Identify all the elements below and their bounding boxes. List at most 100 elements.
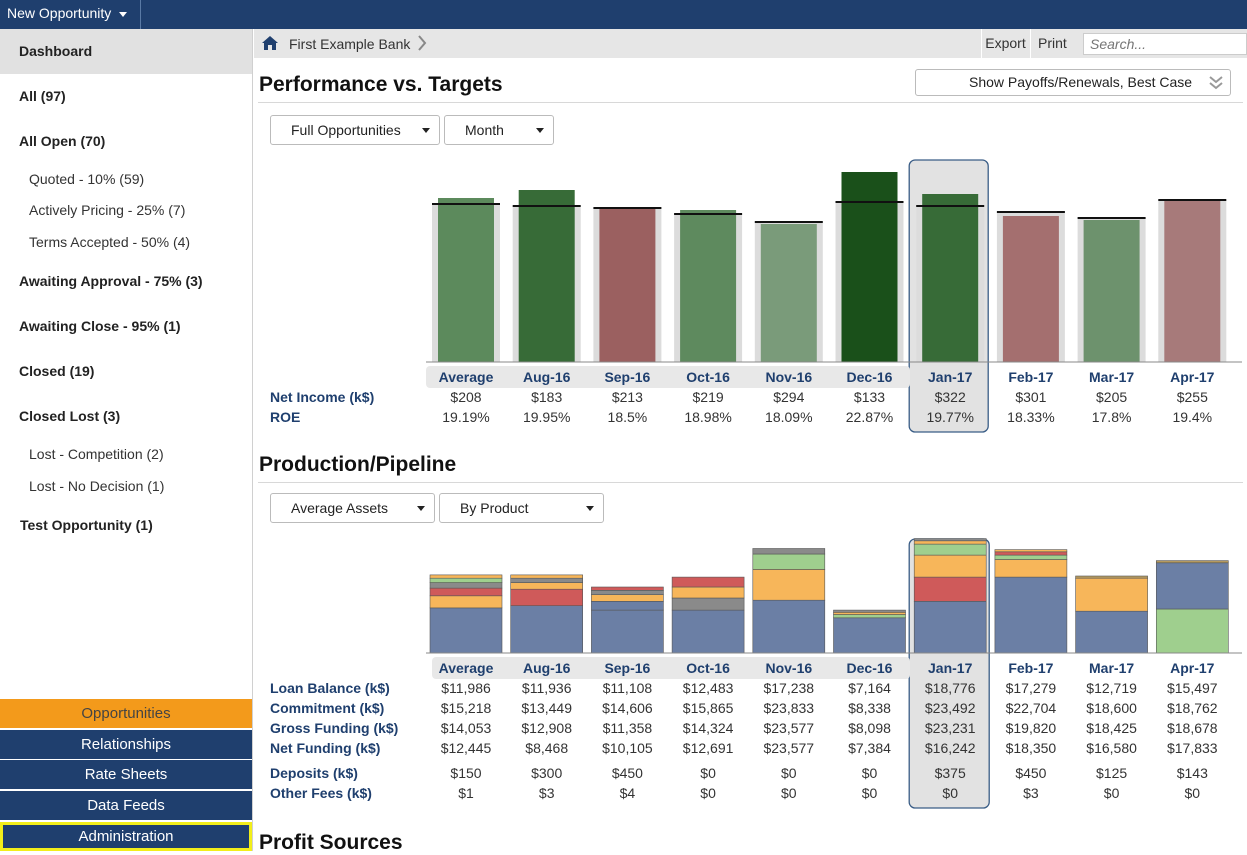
export-button[interactable]: Export xyxy=(981,29,1029,58)
home-icon[interactable] xyxy=(261,35,279,51)
performance-title: Performance vs. Targets xyxy=(259,73,503,96)
sidebar-item-awaiting-close[interactable]: Awaiting Close - 95% (1) xyxy=(19,318,181,334)
cell-other-fees-k: $3 xyxy=(539,785,555,801)
nav-administration-button[interactable]: Administration xyxy=(0,822,252,851)
stack-segment xyxy=(994,551,1068,556)
grouping-select[interactable]: By Product xyxy=(439,493,604,523)
row-label-gross-funding-k: Gross Funding (k$) xyxy=(270,720,398,736)
stack-segment xyxy=(994,576,1068,654)
stack-segment xyxy=(510,588,584,607)
sidebar-item-test-opportunity[interactable]: Test Opportunity (1) xyxy=(20,517,153,533)
cell-other-fees-k: $0 xyxy=(942,785,958,801)
cell-loan-balance-k: $17,279 xyxy=(1006,680,1057,696)
nav-opportunities-button[interactable]: Opportunities xyxy=(0,699,252,728)
cell-deposits-k: $143 xyxy=(1177,765,1208,781)
stack-segment xyxy=(833,617,906,654)
cell-roe: 18.5% xyxy=(608,409,648,425)
cell-commitment-k: $23,833 xyxy=(763,700,814,716)
stack-segment xyxy=(591,601,664,611)
cell-net-income-k: $213 xyxy=(612,389,643,405)
print-button[interactable]: Print xyxy=(1030,29,1078,58)
actual-bar xyxy=(1164,200,1221,362)
caret-down-icon xyxy=(422,128,430,133)
nav-rate-sheets-button[interactable]: Rate Sheets xyxy=(0,760,252,789)
sidebar-item-closed[interactable]: Closed (19) xyxy=(19,363,95,379)
cell-roe: 18.33% xyxy=(1007,409,1054,425)
row-label-net-funding-k: Net Funding (k$) xyxy=(270,740,380,756)
stack-segment xyxy=(1155,562,1229,610)
caret-down-icon xyxy=(586,506,594,511)
stack-segment xyxy=(671,609,745,654)
sidebar-item-lost-competition[interactable]: Lost - Competition (2) xyxy=(29,446,164,462)
stack-segment xyxy=(671,576,745,588)
cell-other-fees-k: $0 xyxy=(862,785,878,801)
stack-segment xyxy=(1155,560,1229,564)
sidebar-item-closed-lost[interactable]: Closed Lost (3) xyxy=(19,408,121,424)
cell-net-funding-k: $18,350 xyxy=(1006,740,1057,756)
nav-data-feeds-button[interactable]: Data Feeds xyxy=(0,791,252,820)
sidebar-item-actively-pricing[interactable]: Actively Pricing - 25% (7) xyxy=(29,202,186,218)
cell-loan-balance-k: $11,108 xyxy=(603,680,653,696)
sidebar-item-lost-no-decision[interactable]: Lost - No Decision (1) xyxy=(29,478,165,494)
cell-commitment-k: $14,606 xyxy=(602,700,653,716)
cell-deposits-k: $0 xyxy=(700,765,716,781)
cell-loan-balance-k: $7,164 xyxy=(848,680,891,696)
actual-bar xyxy=(760,224,817,362)
sidebar-item-all-open[interactable]: All Open (70) xyxy=(19,133,106,149)
breadcrumb: First Example Bank Export Print xyxy=(254,29,1247,58)
cell-other-fees-k: $3 xyxy=(1023,785,1039,801)
category-label: Oct-16 xyxy=(686,369,730,385)
performance-divider xyxy=(258,102,1243,103)
stack-segment xyxy=(1075,575,1148,579)
category-label: Apr-17 xyxy=(1170,660,1215,676)
stack-segment xyxy=(994,554,1068,560)
cell-net-funding-k: $16,242 xyxy=(925,740,976,756)
production-title: Production/Pipeline xyxy=(259,453,457,476)
stack-segment xyxy=(510,574,584,579)
category-label: Aug-16 xyxy=(523,660,571,676)
search-input[interactable] xyxy=(1083,33,1247,55)
sidebar-item-quoted[interactable]: Quoted - 10% (59) xyxy=(29,171,145,187)
actual-bar xyxy=(438,198,494,362)
cell-deposits-k: $300 xyxy=(531,765,562,781)
sidebar-item-all[interactable]: All (97) xyxy=(19,88,66,104)
cell-commitment-k: $15,865 xyxy=(683,700,734,716)
cell-deposits-k: $0 xyxy=(862,765,878,781)
breadcrumb-bank-link[interactable]: First Example Bank xyxy=(289,36,411,52)
stack-segment xyxy=(591,586,664,591)
new-opportunity-button[interactable]: New Opportunity xyxy=(0,0,141,29)
cell-loan-balance-k: $11,986 xyxy=(441,680,491,696)
cell-commitment-k: $13,449 xyxy=(521,700,572,716)
sidebar-item-terms-accepted[interactable]: Terms Accepted - 50% (4) xyxy=(29,234,191,250)
row-label-other-fees-k: Other Fees (k$) xyxy=(270,785,372,801)
cell-net-funding-k: $8,468 xyxy=(525,740,568,756)
actual-bar xyxy=(1083,220,1140,362)
cell-loan-balance-k: $18,776 xyxy=(925,680,976,696)
opportunities-filter-select[interactable]: Full Opportunities xyxy=(270,115,440,145)
category-label: Feb-17 xyxy=(1008,660,1053,676)
cell-commitment-k: $22,704 xyxy=(1006,700,1057,716)
category-label: Average xyxy=(439,660,494,676)
stack-segment xyxy=(913,554,987,578)
row-label-commitment-k: Commitment (k$) xyxy=(270,700,384,716)
nav-relationships-button[interactable]: Relationships xyxy=(0,730,252,759)
cell-loan-balance-k: $12,483 xyxy=(683,680,734,696)
sidebar-dashboard[interactable]: Dashboard xyxy=(0,29,252,74)
stack-segment xyxy=(833,614,906,619)
stack-segment xyxy=(591,589,664,595)
assets-filter-select[interactable]: Average Assets xyxy=(270,493,435,523)
stack-segment xyxy=(671,597,745,611)
payoffs-toggle-select[interactable]: Show Payoffs/Renewals, Best Case xyxy=(915,69,1231,96)
cell-other-fees-k: $4 xyxy=(620,785,636,801)
period-select[interactable]: Month xyxy=(444,115,554,145)
top-bar: New Opportunity xyxy=(0,0,1247,29)
cell-commitment-k: $23,492 xyxy=(925,700,976,716)
stack-segment xyxy=(994,549,1068,553)
category-label: Nov-16 xyxy=(765,369,812,385)
cell-commitment-k: $8,338 xyxy=(848,700,891,716)
payoffs-toggle-label: Show Payoffs/Renewals, Best Case xyxy=(969,74,1193,90)
sidebar-item-awaiting-approval[interactable]: Awaiting Approval - 75% (3) xyxy=(19,273,203,289)
cell-commitment-k: $18,762 xyxy=(1167,700,1218,716)
cell-net-funding-k: $10,105 xyxy=(602,740,653,756)
stack-segment xyxy=(752,548,826,555)
